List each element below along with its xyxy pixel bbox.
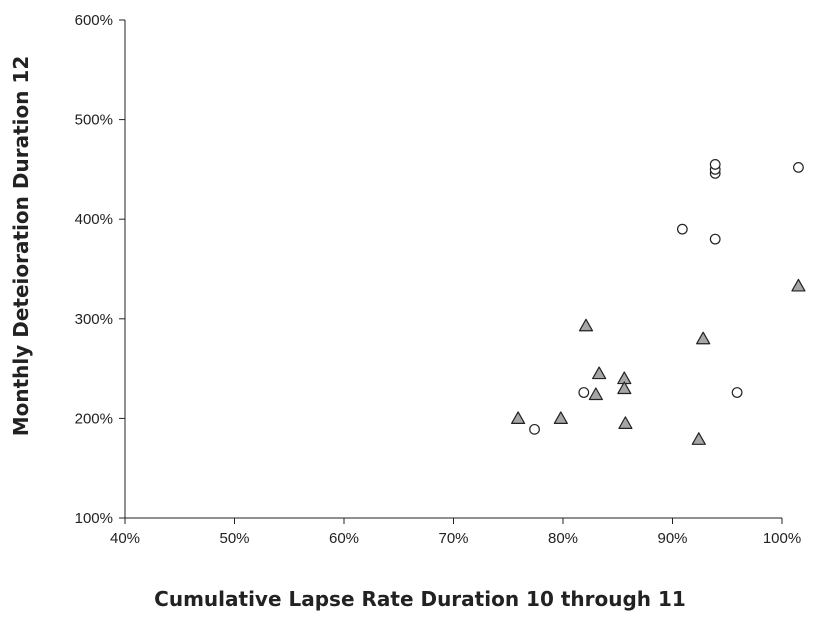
triangle-point: [618, 416, 633, 429]
x-tick-label: 90%: [657, 530, 687, 547]
circle-point: [709, 159, 721, 170]
circle-point: [709, 233, 721, 245]
x-ticks: 40% 50% 60% 70% 80% 90% 100%: [110, 518, 801, 547]
triangle-point: [511, 411, 526, 424]
y-ticks: 100% 200% 300% 400% 500% 600%: [75, 12, 125, 527]
circle-point: [578, 387, 590, 398]
x-tick-label: 40%: [110, 530, 140, 547]
triangle-point: [791, 278, 806, 292]
x-tick-label: 50%: [219, 530, 249, 547]
triangle-point: [588, 387, 603, 401]
y-tick-label: 100%: [75, 510, 113, 527]
y-tick-label: 300%: [75, 311, 113, 328]
y-tick-label: 400%: [75, 211, 113, 228]
x-tick-label: 60%: [329, 530, 359, 547]
y-tick-label: 200%: [75, 410, 113, 427]
triangle-point: [617, 381, 632, 395]
triangle-point: [592, 366, 607, 380]
triangle-point: [553, 411, 568, 424]
x-tick-label: 80%: [548, 530, 578, 547]
x-axis-label: Cumulative Lapse Rate Duration 10 throug…: [154, 587, 686, 611]
circle-point: [676, 223, 688, 235]
x-tick-label: 70%: [438, 530, 468, 547]
circle-point: [731, 387, 743, 398]
triangle-point: [696, 331, 711, 345]
triangle-point: [691, 432, 706, 445]
triangle-point: [578, 318, 594, 332]
x-tick-label: 100%: [763, 530, 801, 547]
y-axis-label: Monthly Deteioration Duration 12: [9, 56, 33, 437]
y-tick-label: 500%: [75, 112, 113, 129]
circle-point: [793, 162, 804, 173]
circle-point: [529, 423, 540, 435]
data-points: [511, 159, 806, 445]
y-tick-label: 600%: [75, 12, 113, 29]
